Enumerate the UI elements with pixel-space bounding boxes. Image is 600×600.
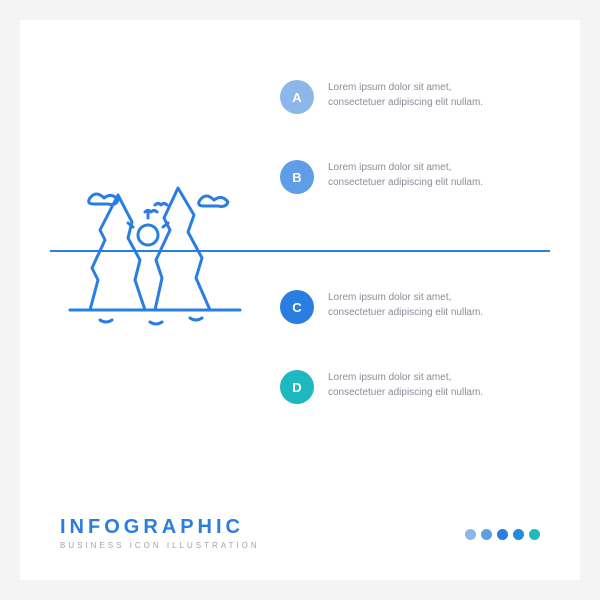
item-line1: Lorem ipsum dolor sit amet,: [328, 290, 483, 305]
list-item-a: A Lorem ipsum dolor sit amet,consectetuer…: [280, 80, 540, 114]
item-text: Lorem ipsum dolor sit amet,consectetuer …: [328, 370, 483, 400]
dot-3: [497, 529, 508, 540]
dot-5: [529, 529, 540, 540]
pagination-dots: [465, 529, 540, 540]
item-line1: Lorem ipsum dolor sit amet,: [328, 80, 483, 95]
item-line2: consectetuer adipiscing elit nullam.: [328, 175, 483, 190]
item-line2: consectetuer adipiscing elit nullam.: [328, 305, 483, 320]
item-line1: Lorem ipsum dolor sit amet,: [328, 160, 483, 175]
dot-1: [465, 529, 476, 540]
item-badge-b: B: [280, 160, 314, 194]
footer-subtitle: BUSINESS ICON ILLUSTRATION: [60, 541, 540, 550]
infographic-card: ALorem ipsum dolor sit amet,consectetuer…: [20, 20, 580, 580]
item-list: ALorem ipsum dolor sit amet,consectetuer…: [280, 80, 540, 420]
content-area: ALorem ipsum dolor sit amet,consectetuer…: [60, 80, 540, 440]
list-item-d: D Lorem ipsum dolor sit amet,consectetuer…: [280, 370, 540, 404]
item-text: Lorem ipsum dolor sit amet,consectetuer …: [328, 160, 483, 190]
item-text: Lorem ipsum dolor sit amet,consectetuer …: [328, 290, 483, 320]
item-line1: Lorem ipsum dolor sit amet,: [328, 370, 483, 385]
item-badge-d: D: [280, 370, 314, 404]
item-line2: consectetuer adipiscing elit nullam.: [328, 385, 483, 400]
list-item-b: B Lorem ipsum dolor sit amet,consectetuer…: [280, 160, 540, 194]
list-item-c: C Lorem ipsum dolor sit amet,consectetuer…: [280, 290, 540, 324]
item-text: Lorem ipsum dolor sit amet,consectetuer …: [328, 80, 483, 110]
item-badge-c: C: [280, 290, 314, 324]
dot-4: [513, 529, 524, 540]
dot-2: [481, 529, 492, 540]
item-line2: consectetuer adipiscing elit nullam.: [328, 95, 483, 110]
divider-line: [50, 250, 550, 252]
item-badge-a: A: [280, 80, 314, 114]
